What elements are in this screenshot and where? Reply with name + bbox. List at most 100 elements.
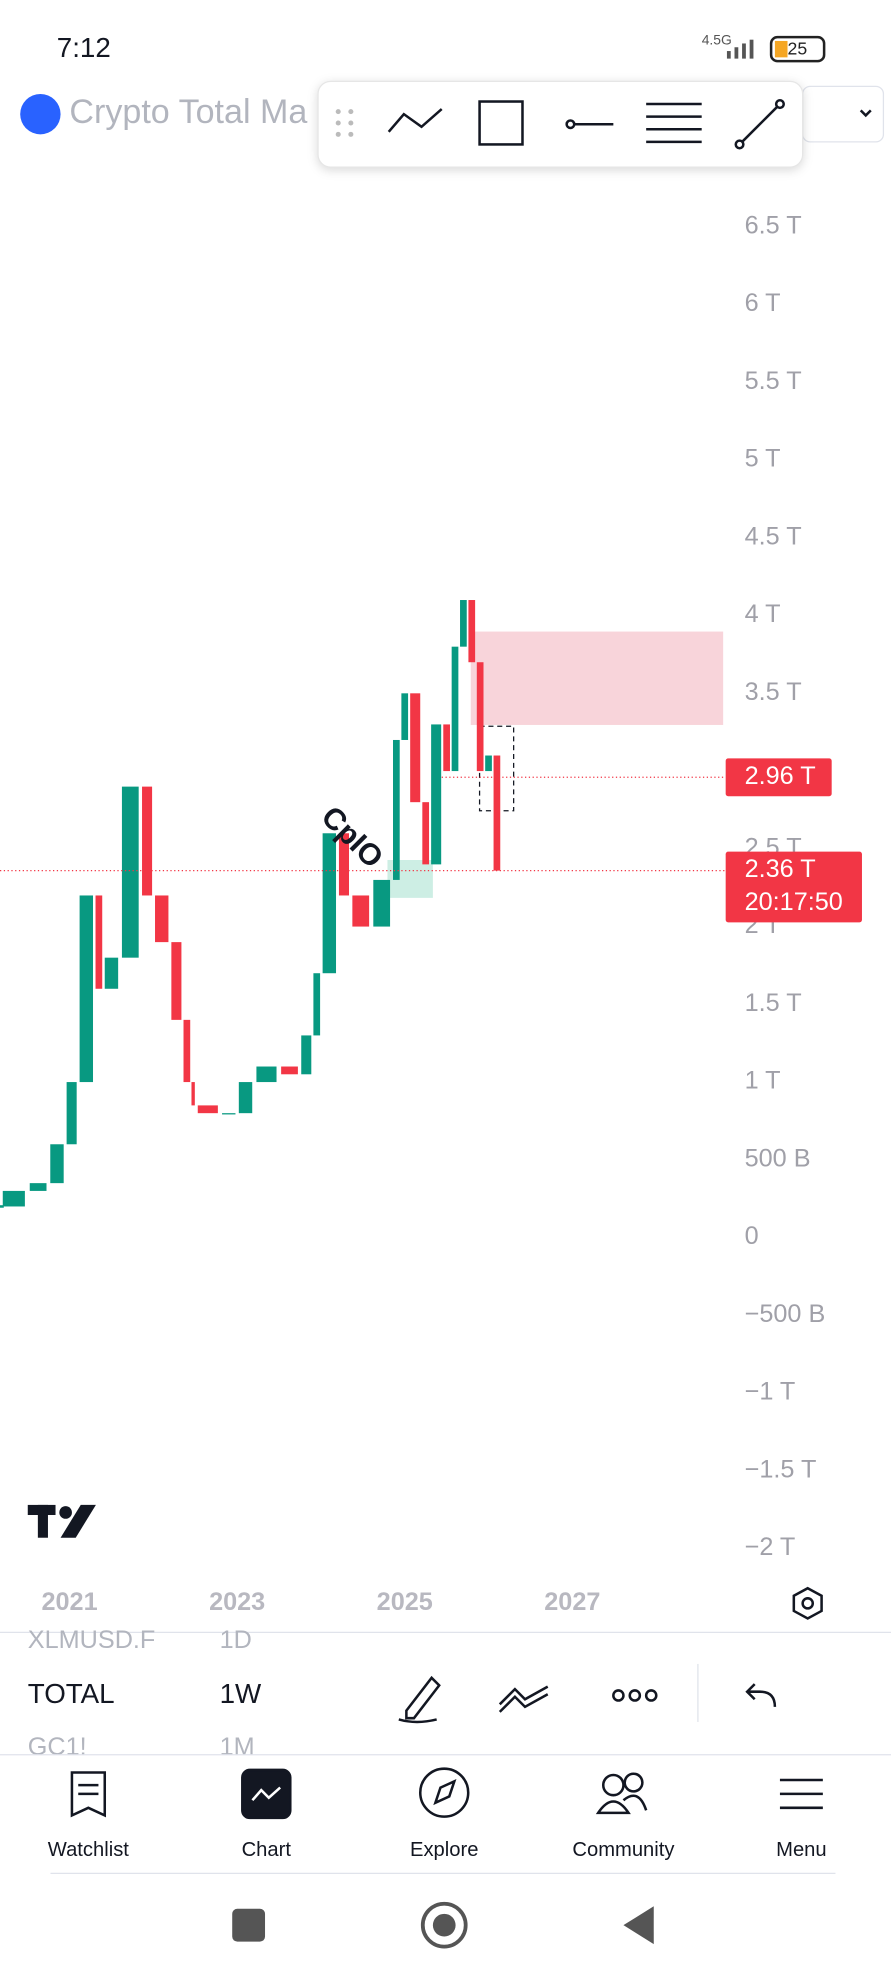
x-tick-label: 2021 xyxy=(41,1588,97,1616)
y-tick-label: 6 T xyxy=(745,289,781,317)
candle xyxy=(460,600,467,647)
price-label: 2.96 T xyxy=(745,762,816,790)
status-time: 7:12 xyxy=(57,32,111,63)
indicator-button[interactable] xyxy=(498,1685,549,1713)
y-tick-label: 3.5 T xyxy=(745,678,802,706)
x-tick-label: 2025 xyxy=(377,1588,433,1616)
y-tick-label: 5.5 T xyxy=(745,367,802,395)
line-tool[interactable] xyxy=(738,103,781,146)
candle xyxy=(222,1113,236,1115)
trend-tool[interactable] xyxy=(387,108,443,133)
candle xyxy=(66,1082,77,1145)
x-tick-label: 2023 xyxy=(209,1588,265,1616)
dropdown-arrow xyxy=(859,109,872,118)
undo-button[interactable] xyxy=(745,1683,777,1707)
candle xyxy=(171,942,182,1020)
candle xyxy=(183,1019,191,1083)
y-tick-label: 1 T xyxy=(745,1067,781,1095)
symbol-list: XLMUSD.F 1D TOTAL 1W GC1! 1M xyxy=(28,1626,262,1761)
symbol-name[interactable]: TOTAL xyxy=(28,1678,115,1709)
symbol-interval: 1W xyxy=(220,1678,262,1709)
plot xyxy=(0,600,726,1208)
candle xyxy=(95,895,103,989)
fib-tool[interactable] xyxy=(646,102,702,144)
nav-label[interactable]: Chart xyxy=(242,1839,292,1861)
y-tick-label: −1.5 T xyxy=(745,1455,817,1483)
recent-button[interactable] xyxy=(232,1908,266,1942)
battery-text: 25 xyxy=(788,38,808,58)
tv-logo xyxy=(27,1504,96,1538)
settings-button[interactable] xyxy=(792,1586,823,1620)
drawing-toolbar xyxy=(317,80,804,168)
candle xyxy=(191,1082,195,1106)
nav-label[interactable]: Menu xyxy=(776,1839,827,1861)
candle xyxy=(29,1183,47,1191)
y-tick-label: −2 T xyxy=(745,1533,796,1561)
candle xyxy=(322,833,337,974)
candle xyxy=(451,646,459,772)
battery-level xyxy=(774,40,788,58)
symbol-name[interactable]: GC1! xyxy=(28,1733,87,1761)
candle xyxy=(485,755,492,772)
candle xyxy=(393,739,400,880)
pen-button[interactable] xyxy=(398,1675,441,1724)
candle xyxy=(422,802,430,865)
y-tick-label: 5 T xyxy=(745,445,781,473)
candle xyxy=(281,1066,298,1075)
candle xyxy=(476,662,484,772)
bottom-tools xyxy=(398,1675,777,1724)
symbol-title[interactable]: Crypto Total Ma xyxy=(69,93,307,131)
y-tick-label: −500 B xyxy=(745,1300,826,1328)
price-label-box xyxy=(725,758,832,797)
candle xyxy=(142,786,153,896)
candle xyxy=(104,957,119,989)
candle xyxy=(79,895,94,1083)
candle xyxy=(338,833,350,896)
symbol-interval: 1M xyxy=(220,1733,255,1761)
y-tick-label: 1.5 T xyxy=(745,989,802,1017)
rect-tool[interactable] xyxy=(478,100,524,146)
candle xyxy=(50,1144,64,1184)
candle xyxy=(197,1105,218,1114)
watchlist-icon xyxy=(70,1771,107,1818)
status-network: 4.5G xyxy=(702,32,732,48)
candle xyxy=(443,724,450,772)
y-tick-label: 4.5 T xyxy=(745,522,802,550)
y-tick-label: −1 T xyxy=(745,1378,796,1406)
candle xyxy=(238,1082,253,1114)
candle xyxy=(352,895,370,927)
symbol-interval: 1D xyxy=(220,1626,252,1654)
candle xyxy=(313,973,321,1036)
candle xyxy=(410,693,421,803)
dropdown[interactable] xyxy=(802,85,885,143)
candle xyxy=(431,724,442,865)
nav-label[interactable]: Watchlist xyxy=(48,1839,130,1861)
candle xyxy=(121,786,139,958)
symbol-name[interactable]: XLMUSD.F xyxy=(28,1626,156,1654)
back-button[interactable] xyxy=(623,1906,654,1945)
nav-label[interactable]: Explore xyxy=(410,1839,478,1861)
supply-zone xyxy=(470,631,724,725)
candle xyxy=(493,755,501,871)
countdown: 20:17:50 xyxy=(745,888,843,916)
nav-bar: Watchlist Chart Explore Community Menu xyxy=(48,1767,827,1861)
battery-icon xyxy=(769,35,826,63)
signal-icon xyxy=(726,39,754,59)
price-label: 2.36 T xyxy=(745,855,816,883)
candle xyxy=(401,693,409,740)
y-tick-label: 6.5 T xyxy=(745,211,802,239)
x-tick-label: 2027 xyxy=(544,1588,600,1616)
candle xyxy=(301,1035,312,1075)
more-button[interactable] xyxy=(612,1689,658,1702)
nav-label[interactable]: Community xyxy=(572,1839,675,1861)
candle xyxy=(256,1066,277,1083)
candle xyxy=(373,879,391,927)
home-button[interactable] xyxy=(420,1901,468,1949)
price-label-box xyxy=(725,851,862,923)
candle xyxy=(468,600,476,663)
system-nav xyxy=(232,1901,654,1949)
y-tick-label: 0 xyxy=(745,1222,759,1250)
candle xyxy=(155,895,169,943)
